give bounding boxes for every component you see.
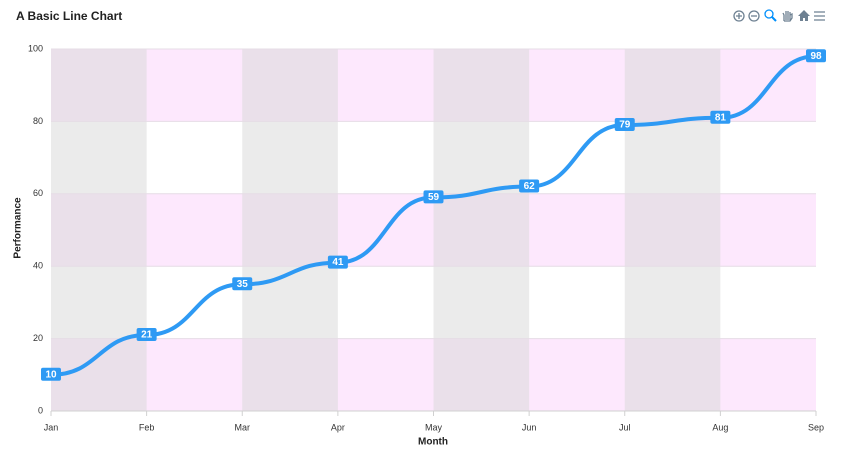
- data-label-box: [806, 49, 826, 63]
- data-label-text: 81: [715, 112, 727, 123]
- data-label-text: 62: [524, 181, 536, 192]
- column-band: [242, 49, 338, 411]
- y-tick-label: 0: [38, 405, 43, 415]
- y-tick-label: 100: [28, 43, 43, 53]
- data-label-box: [614, 118, 635, 132]
- x-tick-label: Feb: [139, 422, 155, 432]
- toolbar: [733, 9, 825, 22]
- data-label-box: [519, 179, 540, 193]
- x-tick-label: Jan: [44, 422, 59, 432]
- data-label-box: [232, 277, 253, 291]
- y-tick-label: 80: [33, 116, 43, 126]
- data-label: 41: [327, 255, 348, 269]
- column-band: [624, 49, 721, 411]
- y-tick-label: 20: [33, 333, 43, 343]
- data-label-text: 79: [619, 120, 631, 131]
- x-tick-label: May: [425, 422, 443, 432]
- data-label: 21: [136, 327, 157, 341]
- data-label-box: [327, 255, 348, 269]
- y-tick-label: 60: [33, 188, 43, 198]
- x-tick-label: Aug: [712, 422, 728, 432]
- column-band: [433, 49, 530, 411]
- data-label: 98: [806, 49, 826, 63]
- menu-button[interactable]: [814, 11, 825, 21]
- data-label-text: 35: [237, 279, 249, 290]
- x-tick-label: Mar: [235, 422, 251, 432]
- pan-button[interactable]: [782, 11, 793, 22]
- x-axis-title: Month: [418, 437, 448, 448]
- zoom-out-button[interactable]: [748, 10, 760, 22]
- data-label-text: 10: [45, 369, 57, 380]
- data-label: 81: [710, 110, 731, 124]
- reset-button[interactable]: [798, 10, 810, 21]
- data-label-text: 59: [428, 192, 440, 203]
- y-tick-label: 40: [33, 261, 43, 271]
- data-label: 79: [614, 118, 635, 132]
- data-label: 59: [423, 190, 444, 204]
- data-label-box: [41, 367, 61, 381]
- data-label-text: 98: [810, 51, 822, 62]
- x-tick-label: Jul: [619, 422, 631, 432]
- zoom-in-button[interactable]: [733, 10, 745, 22]
- data-label-text: 41: [332, 257, 344, 268]
- data-label: 62: [519, 179, 540, 193]
- data-label: 10: [41, 367, 61, 381]
- zoom-select-button[interactable]: [764, 9, 777, 22]
- data-label: 35: [232, 277, 253, 291]
- x-tick-label: Jun: [522, 422, 537, 432]
- x-tick-label: Sep: [808, 422, 824, 432]
- chart-title: A Basic Line Chart: [16, 9, 122, 23]
- data-label-box: [710, 110, 731, 124]
- data-label-box: [136, 327, 157, 341]
- column-band: [51, 49, 147, 411]
- x-tick-label: Apr: [331, 422, 345, 432]
- data-label-text: 21: [141, 330, 153, 341]
- y-axis-title: Performance: [13, 197, 24, 259]
- data-label-box: [423, 190, 444, 204]
